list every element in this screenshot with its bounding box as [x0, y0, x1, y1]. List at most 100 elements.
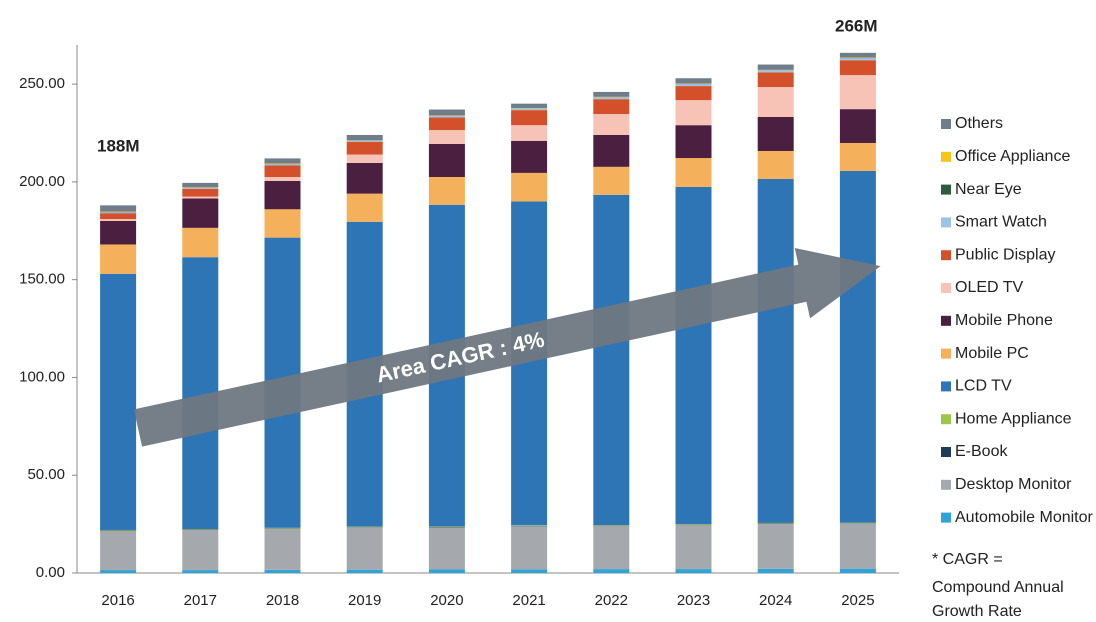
bar-segment [428, 130, 465, 144]
bar-segment [593, 97, 630, 100]
bar-segment [675, 125, 712, 159]
bar-segment [182, 196, 219, 199]
footnote: Compound Annual [932, 579, 1064, 596]
bar-segment [428, 527, 465, 570]
bar-segment [675, 100, 712, 126]
bar-segment [839, 60, 876, 76]
legend-label: LCD TV [955, 378, 1012, 395]
bar-segment [593, 526, 630, 570]
bar-segment [757, 523, 794, 569]
x-tick-label: 2018 [266, 592, 299, 609]
bar-segment [346, 134, 383, 141]
y-tick-label: 200.00 [19, 173, 65, 190]
bar-segment [182, 570, 219, 573]
bar-segment [839, 109, 876, 143]
bar-segment [182, 529, 219, 571]
x-tick-label: 2024 [759, 592, 792, 609]
bar-segment [346, 140, 383, 142]
x-tick-label: 2019 [348, 592, 381, 609]
legend-label: Office Appliance [955, 148, 1070, 165]
bar-segment [264, 165, 301, 177]
legend-swatch [941, 119, 951, 129]
legend-label: Near Eye [955, 181, 1022, 198]
bar-segment [839, 58, 876, 61]
bar-segment [675, 186, 712, 525]
bar-segment [182, 198, 219, 228]
bar-segment [346, 526, 383, 528]
legend-swatch [941, 348, 951, 359]
bar-segment [264, 569, 301, 573]
bar-segment [100, 530, 137, 571]
legend-swatch [941, 283, 951, 293]
bar-segment [346, 162, 383, 194]
x-tick-label: 2022 [595, 592, 628, 609]
legend-label: Smart Watch [955, 214, 1047, 231]
legend-swatch [941, 151, 951, 162]
x-tick-label: 2016 [101, 592, 134, 609]
legend-swatch [941, 217, 951, 228]
bar-segment [511, 103, 548, 108]
bar-segment [100, 221, 137, 245]
bar-segment [675, 525, 712, 570]
bar-segment [182, 187, 219, 189]
bar-segment [182, 227, 219, 258]
bar-segment [346, 141, 383, 155]
bar-segment [757, 72, 794, 88]
x-tick-label: 2021 [512, 592, 545, 609]
y-tick-label: 100.00 [19, 368, 65, 385]
legend-swatch [941, 414, 951, 425]
bar-segment [839, 522, 876, 524]
bar-segment [839, 568, 876, 573]
y-tick-label: 150.00 [19, 271, 65, 288]
bar-segment [757, 116, 794, 151]
x-tick-label: 2020 [430, 592, 463, 609]
bar-segment [511, 526, 548, 570]
bar-segment [511, 108, 548, 111]
bar-segment [675, 569, 712, 573]
bar-segment [428, 177, 465, 205]
bar-segment [428, 526, 465, 528]
bar-segment [675, 78, 712, 84]
bar-segment [593, 91, 630, 97]
legend-label: Desktop Monitor [955, 476, 1072, 493]
bar-segment [264, 164, 301, 166]
legend-swatch [941, 250, 951, 261]
bar-segment [511, 110, 548, 126]
bar-segment [593, 569, 630, 573]
legend-swatch [941, 479, 951, 490]
bar-segment [346, 569, 383, 573]
bar-segment [675, 86, 712, 101]
bar-segment [264, 158, 301, 164]
footnote: * CAGR = [932, 551, 1003, 568]
bar-segment [593, 114, 630, 135]
start-total: 188M [97, 136, 140, 155]
legend-label: Mobile Phone [955, 312, 1053, 329]
bar-segment [428, 109, 465, 116]
y-tick-label: 0.00 [36, 564, 65, 581]
legend-label: Public Display [955, 246, 1055, 263]
y-tick-label: 50.00 [27, 466, 65, 483]
bar-segment [839, 523, 876, 569]
bar-segment [511, 172, 548, 202]
bar-segment [757, 568, 794, 573]
x-tick-label: 2025 [841, 592, 874, 609]
legend-label: Home Appliance [955, 410, 1072, 427]
legend-swatch [941, 315, 951, 326]
bar-segment [346, 527, 383, 570]
bar-segment [593, 166, 630, 195]
bar-segment [593, 134, 630, 167]
bar-segment [757, 522, 794, 524]
bar-segment [100, 219, 137, 221]
bar-segment [757, 70, 794, 73]
bar-segment [428, 117, 465, 131]
bar-segment [757, 64, 794, 70]
arrow-shape [133, 247, 881, 447]
bar-segment [511, 569, 548, 573]
bar-segment [839, 142, 876, 171]
bar-segment [264, 527, 301, 529]
bar-segment [675, 84, 712, 87]
bar-segment [511, 125, 548, 141]
legend-label: Mobile PC [955, 345, 1029, 362]
footnote: Growth Rate [932, 603, 1022, 620]
